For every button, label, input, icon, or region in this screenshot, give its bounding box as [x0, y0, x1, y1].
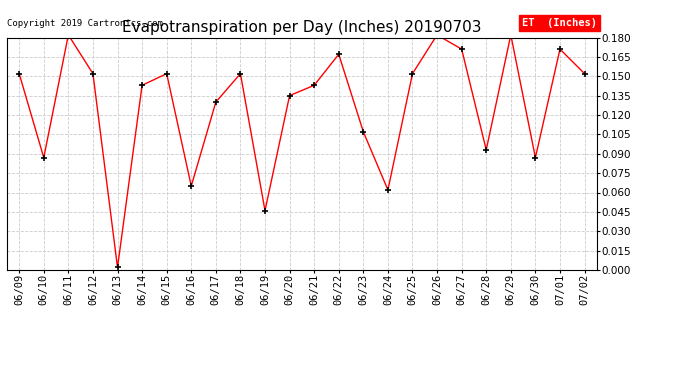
Text: ET  (Inches): ET (Inches): [522, 18, 597, 28]
Title: Evapotranspiration per Day (Inches) 20190703: Evapotranspiration per Day (Inches) 2019…: [122, 20, 482, 35]
Text: Copyright 2019 Cartronics.com: Copyright 2019 Cartronics.com: [7, 19, 163, 28]
